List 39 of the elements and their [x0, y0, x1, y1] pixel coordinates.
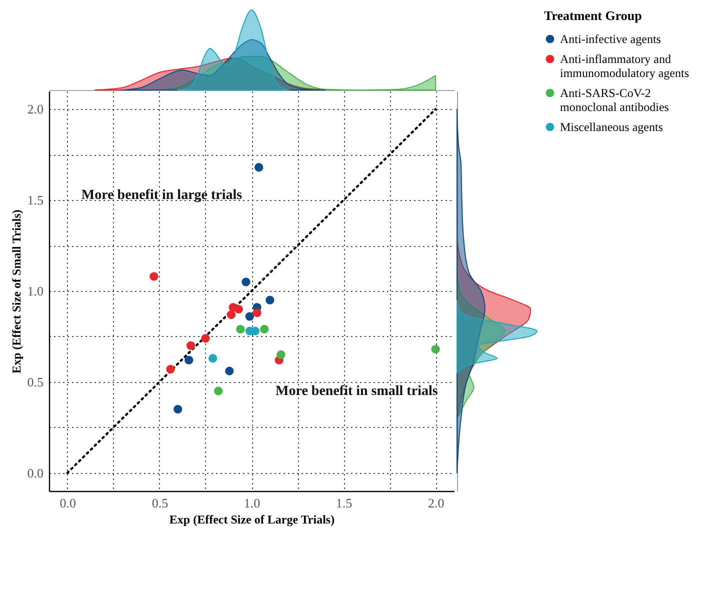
point: [254, 163, 264, 172]
x-axis-title: Exp (Effect Size of Large Trials): [169, 512, 335, 526]
y-tick-label: 1.0: [27, 284, 44, 298]
point: [225, 366, 234, 376]
legend-title: Treatment Group: [544, 8, 642, 23]
point: [150, 272, 158, 281]
legend-label: Anti-inflammatory and immunomodulatory agents: [560, 52, 690, 80]
point: [214, 386, 223, 396]
point: [226, 310, 236, 319]
point: [252, 308, 262, 318]
annotation: More benefit in small trials: [276, 384, 438, 399]
y-tick-label: 1.5: [27, 192, 44, 208]
y-tick-label: 0.5: [27, 374, 44, 390]
point: [260, 324, 269, 334]
point: [266, 296, 274, 304]
point: [431, 344, 440, 354]
legend-label: Anti-infective agents: [560, 32, 662, 46]
x-tick-label: 0.0: [60, 496, 76, 510]
point: [166, 364, 175, 374]
point: [242, 278, 250, 286]
point: [186, 341, 196, 350]
point: [245, 312, 254, 321]
point: [236, 324, 245, 334]
x-tick-label: 2.0: [428, 496, 444, 510]
point: [201, 334, 210, 343]
legend-label: Anti-SARS-CoV-2 monoclonal antibodies: [560, 86, 670, 114]
point: [208, 354, 218, 363]
y-tick-label: 2.0: [27, 102, 44, 117]
point: [234, 304, 243, 314]
legend-label: Miscellaneous agents: [560, 120, 664, 134]
x-tick-label: 1.5: [336, 496, 352, 510]
point: [174, 404, 182, 414]
x-tick-label: 1.0: [244, 496, 260, 510]
point: [184, 356, 194, 364]
y-tick-label: 0.0: [27, 465, 44, 480]
annotation: More benefit in large trials: [81, 188, 243, 203]
x-tick-label: 0.5: [152, 496, 168, 510]
point: [276, 350, 286, 359]
y-axis-title: Exp (Effect Size of Small Trials): [9, 210, 24, 374]
